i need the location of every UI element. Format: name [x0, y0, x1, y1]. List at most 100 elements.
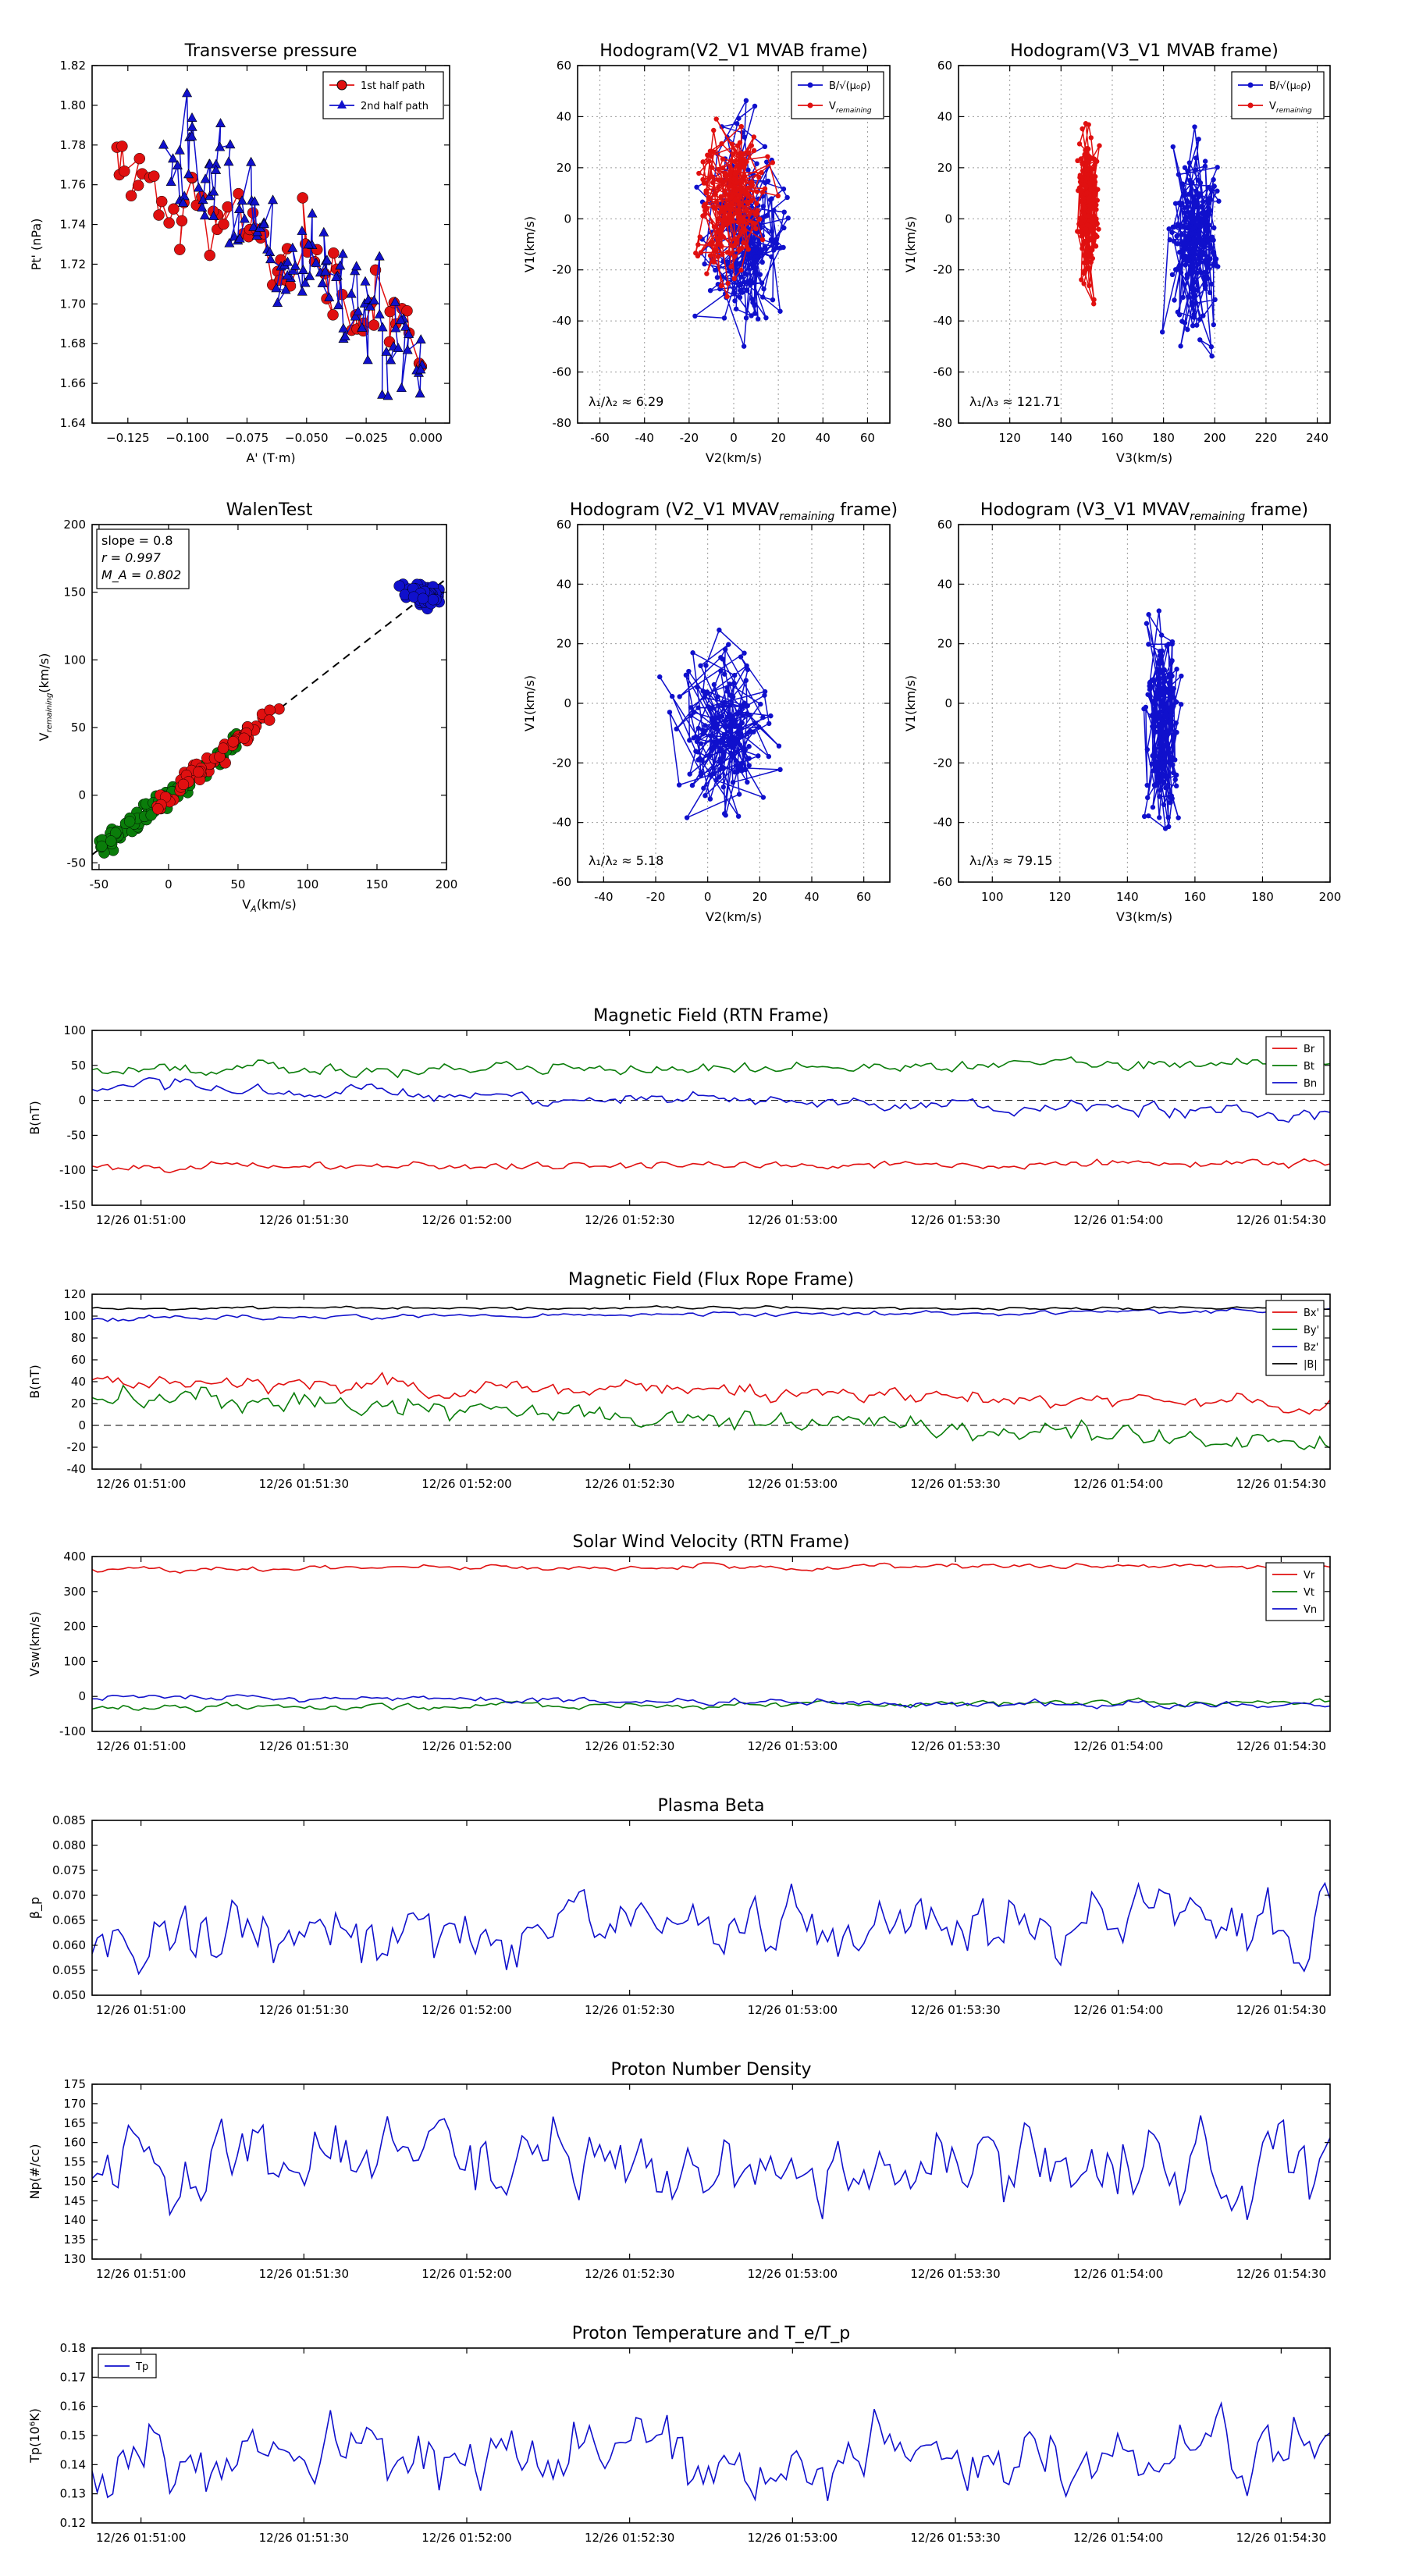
x-tick-label: 12/26 01:53:30 — [910, 1739, 1000, 1753]
data-point — [713, 199, 719, 205]
x-tick-label: 12/26 01:53:00 — [748, 1739, 838, 1753]
data-point — [272, 297, 283, 307]
series-vt — [92, 1697, 1330, 1713]
data-point — [1208, 208, 1213, 213]
data-point — [737, 742, 743, 748]
data-point — [720, 753, 726, 758]
y-tick-label: 165 — [63, 2116, 86, 2130]
data-point — [707, 287, 713, 294]
data-point — [736, 116, 742, 121]
data-point — [1090, 255, 1096, 262]
data-point — [362, 354, 373, 365]
data-point — [1171, 224, 1177, 230]
data-point — [1161, 667, 1167, 672]
data-point — [1147, 687, 1153, 692]
data-point — [698, 250, 704, 255]
data-point — [193, 182, 204, 192]
data-point — [1215, 264, 1221, 269]
data-point — [333, 300, 344, 310]
data-point — [730, 741, 736, 747]
data-point — [759, 259, 765, 265]
data-point — [757, 272, 763, 277]
data-point — [1180, 294, 1186, 301]
data-point — [674, 726, 679, 732]
data-point — [1190, 290, 1196, 296]
data-point — [702, 793, 708, 799]
chart-title: Magnetic Field (RTN Frame) — [593, 1006, 829, 1026]
axes-frame — [91, 1030, 1331, 1206]
data-point — [297, 192, 308, 204]
legend-label: Tp — [135, 2361, 148, 2373]
data-point — [1197, 269, 1204, 276]
data-point — [401, 304, 413, 317]
data-point — [335, 260, 346, 270]
data-point — [1190, 194, 1196, 200]
data-point — [1195, 177, 1201, 183]
data-point — [1168, 724, 1174, 730]
legend: Tp — [98, 2354, 157, 2379]
data-point — [721, 671, 727, 677]
data-point — [1080, 126, 1085, 132]
x-tick-label: 12/26 01:52:00 — [422, 1477, 511, 1491]
data-point — [1151, 753, 1157, 758]
data-point — [268, 194, 279, 205]
legend: Bx' By' Bz' |B| — [1265, 1300, 1325, 1376]
data-point — [770, 297, 776, 303]
y-axis-label: β_p — [27, 1897, 43, 1919]
data-layer — [1075, 121, 1222, 359]
y-tick-label: 0.070 — [52, 1888, 86, 1902]
x-tick-label: 12/26 01:52:00 — [422, 1213, 511, 1227]
data-point — [353, 306, 364, 316]
data-point — [767, 720, 772, 727]
data-point — [771, 247, 777, 253]
data-point — [297, 225, 308, 235]
data-point — [350, 311, 361, 321]
data-point — [735, 730, 740, 735]
data-point — [1211, 176, 1216, 183]
data-point — [725, 280, 731, 286]
data-point — [1179, 232, 1184, 237]
x-tick-label: 12/26 01:52:30 — [585, 1477, 674, 1491]
data-point — [237, 195, 247, 205]
data-point — [351, 261, 362, 271]
data-point — [1143, 704, 1149, 710]
data-point — [365, 301, 375, 311]
data-point — [699, 757, 705, 763]
data-point — [1211, 225, 1217, 231]
y-tick-label: 0 — [78, 788, 86, 802]
data-point — [1215, 188, 1220, 194]
data-point — [690, 650, 695, 656]
data-point — [233, 204, 244, 214]
data-point — [1205, 237, 1211, 244]
data-point — [1080, 215, 1085, 221]
data-point — [710, 745, 716, 750]
data-point — [1144, 782, 1150, 788]
x-tick-label: 12/26 01:54:00 — [1073, 2531, 1163, 2545]
data-point — [389, 296, 400, 306]
data-point — [1087, 180, 1093, 186]
data-point — [1190, 226, 1196, 231]
series-line — [92, 2115, 1330, 2220]
data-point — [1090, 155, 1095, 162]
y-tick-label: -40 — [67, 1462, 87, 1476]
data-point — [218, 218, 229, 230]
data-point — [1172, 777, 1178, 782]
y-tick-label: 135 — [63, 2233, 86, 2247]
y-axis-label: Pt' (nPa) — [29, 219, 44, 271]
data-point — [217, 742, 229, 754]
data-point — [350, 265, 361, 276]
series-line — [92, 1694, 1330, 1710]
data-layer — [92, 1056, 1330, 1174]
x-tick-label: -60 — [590, 431, 610, 445]
x-tick-label: 12/26 01:51:30 — [259, 2531, 349, 2545]
legend-label: Br — [1304, 1044, 1315, 1055]
data-point — [754, 201, 759, 206]
data-point — [727, 681, 732, 687]
y-tick-label: 100 — [63, 653, 86, 667]
data-point — [745, 150, 752, 155]
chart-title: Hodogram (V2_V1 MVAVremaining frame) — [570, 500, 898, 523]
data-point — [1160, 765, 1165, 770]
data-point — [153, 209, 165, 221]
data-point — [340, 330, 350, 340]
data-point — [1182, 205, 1187, 211]
